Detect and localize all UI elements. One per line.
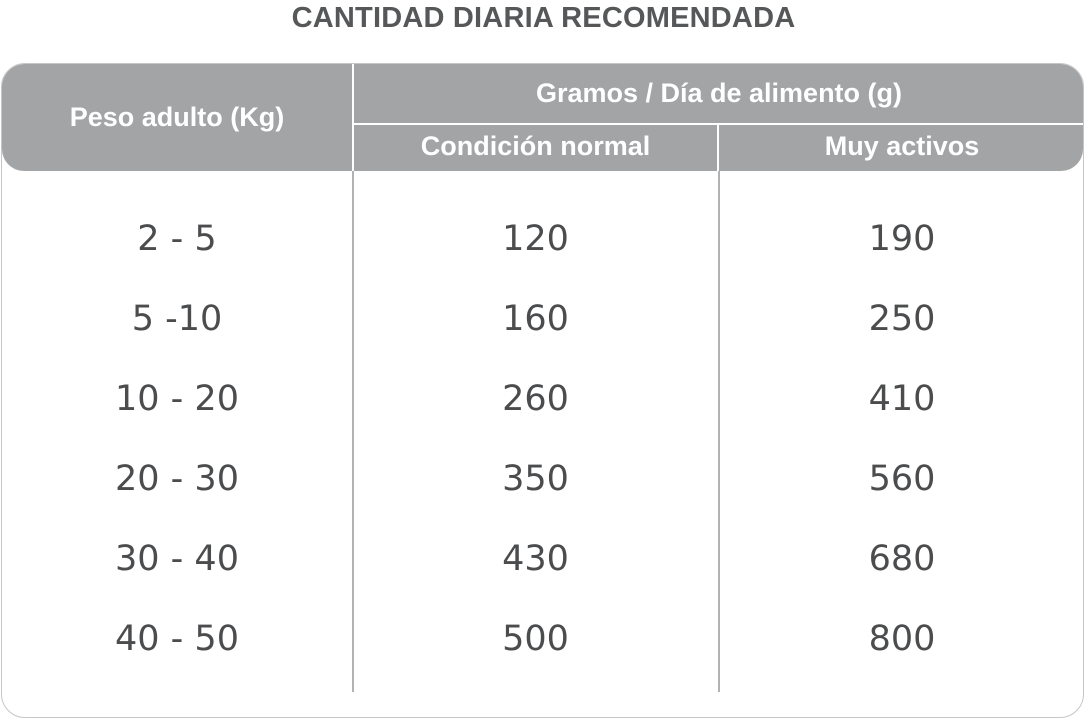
header-peso-adulto: Peso adulto (Kg) [69,102,285,132]
cell-muy-activos: 560 [868,459,936,499]
header-condicion-normal: Condición normal [420,131,651,161]
table-header: Peso adulto (Kg) Gramos / Día de aliment… [2,64,1083,171]
cell-muy-activos: 800 [868,619,936,659]
cell-peso: 30 - 40 [115,539,239,579]
table-row: 20 - 30 350 560 [2,439,1083,519]
header-muy-activos: Muy activos [824,131,980,161]
header-divider-vertical [352,64,354,171]
table-row: 2 - 5 120 190 [2,199,1083,279]
cell-condicion-normal: 430 [502,539,569,579]
column-divider [718,171,720,692]
table-row: 5 -10 160 250 [2,279,1083,359]
cell-peso: 2 - 5 [137,219,217,259]
table-row: 40 - 50 500 800 [2,599,1083,679]
cell-condicion-normal: 260 [502,379,569,419]
table-body: 2 - 5 120 190 5 -10 160 250 10 - 20 260 … [2,199,1083,679]
cell-muy-activos: 410 [868,379,936,419]
cell-condicion-normal: 160 [502,299,569,339]
cell-muy-activos: 250 [868,299,936,339]
cell-muy-activos: 680 [868,539,936,579]
feeding-table: Peso adulto (Kg) Gramos / Día de aliment… [1,63,1084,718]
table-title: CANTIDAD DIARIA RECOMENDADA [291,2,796,34]
table-row: 10 - 20 260 410 [2,359,1083,439]
header-divider-vertical [717,124,719,171]
cell-condicion-normal: 500 [502,619,569,659]
cell-peso: 20 - 30 [115,459,239,499]
table-row: 30 - 40 430 680 [2,519,1083,599]
cell-peso: 5 -10 [131,299,223,339]
cell-muy-activos: 190 [868,219,936,259]
cell-peso: 10 - 20 [115,379,239,419]
cell-condicion-normal: 350 [502,459,569,499]
column-divider [352,171,354,692]
cell-condicion-normal: 120 [502,219,569,259]
header-gramos-dia: Gramos / Día de alimento (g) [535,78,903,108]
cell-peso: 40 - 50 [115,619,239,659]
